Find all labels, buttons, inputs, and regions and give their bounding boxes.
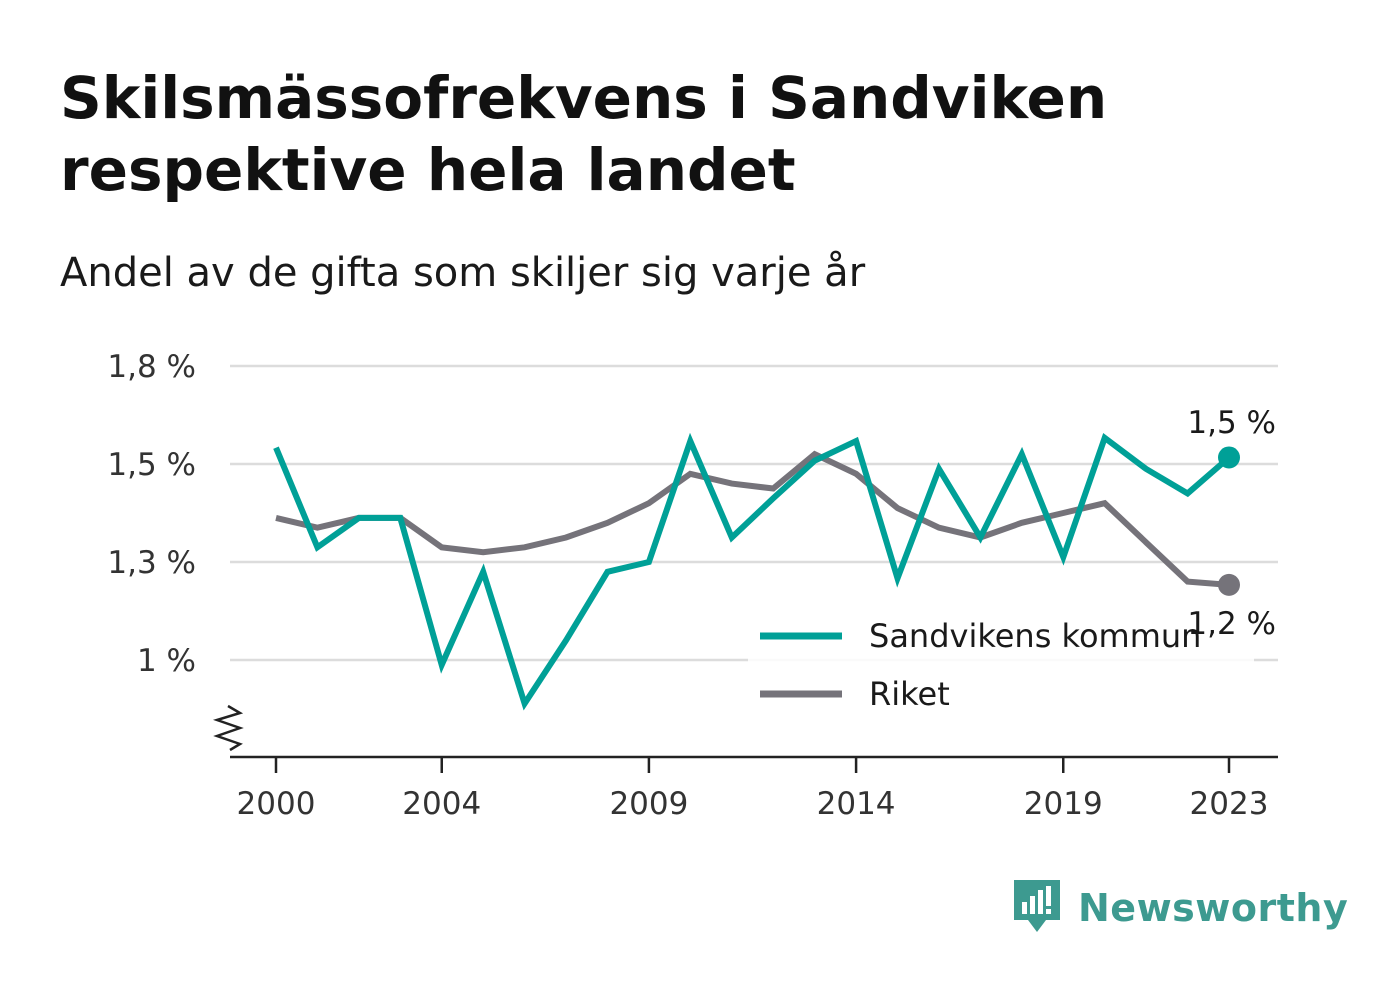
x-tick-label: 2023 (1190, 786, 1269, 822)
end-label-sandviken: 1,5 % (1187, 405, 1276, 441)
x-axis-ticks: 2000 2004 2009 2014 2019 2023 (237, 757, 1269, 822)
x-tick-label: 2009 (609, 786, 688, 822)
legend-label: Riket (869, 675, 950, 713)
brand-logo: Newsworthy (1010, 876, 1348, 940)
chart-subtitle: Andel av de gifta som skiljer sig varje … (60, 250, 866, 296)
legend: Sandvikens kommun Riket (748, 606, 1254, 724)
legend-box (748, 606, 1254, 724)
y-tick-label: 1,8 % (107, 349, 196, 385)
bar-chart-badge-icon (1010, 876, 1064, 940)
y-tick-label: 1,3 % (107, 545, 196, 581)
x-tick-label: 2004 (402, 786, 481, 822)
x-tick-label: 2014 (817, 786, 896, 822)
legend-label: Sandvikens kommun (869, 617, 1201, 655)
x-tick-label: 2000 (237, 786, 316, 822)
brand-name: Newsworthy (1078, 886, 1349, 930)
y-axis-ticks: 1 % 1,3 % 1,5 % 1,8 % (107, 349, 196, 679)
series-line-sandviken (273, 432, 1231, 711)
end-labels: 1,2 % 1,5 % (1187, 405, 1276, 642)
x-axis (212, 704, 1278, 759)
axis-break-icon (212, 704, 244, 752)
x-tick-label: 2019 (1024, 786, 1103, 822)
series-end-point (1218, 446, 1240, 469)
series-lines (273, 432, 1240, 711)
series-end-point (1218, 573, 1240, 596)
end-label-riket: 1,2 % (1187, 606, 1276, 642)
series-line-riket (275, 450, 1230, 588)
y-tick-label: 1 % (137, 643, 196, 679)
y-tick-label: 1,5 % (107, 447, 196, 483)
chart-title: Skilsmässofrekvens i Sandviken respektiv… (60, 64, 1108, 204)
